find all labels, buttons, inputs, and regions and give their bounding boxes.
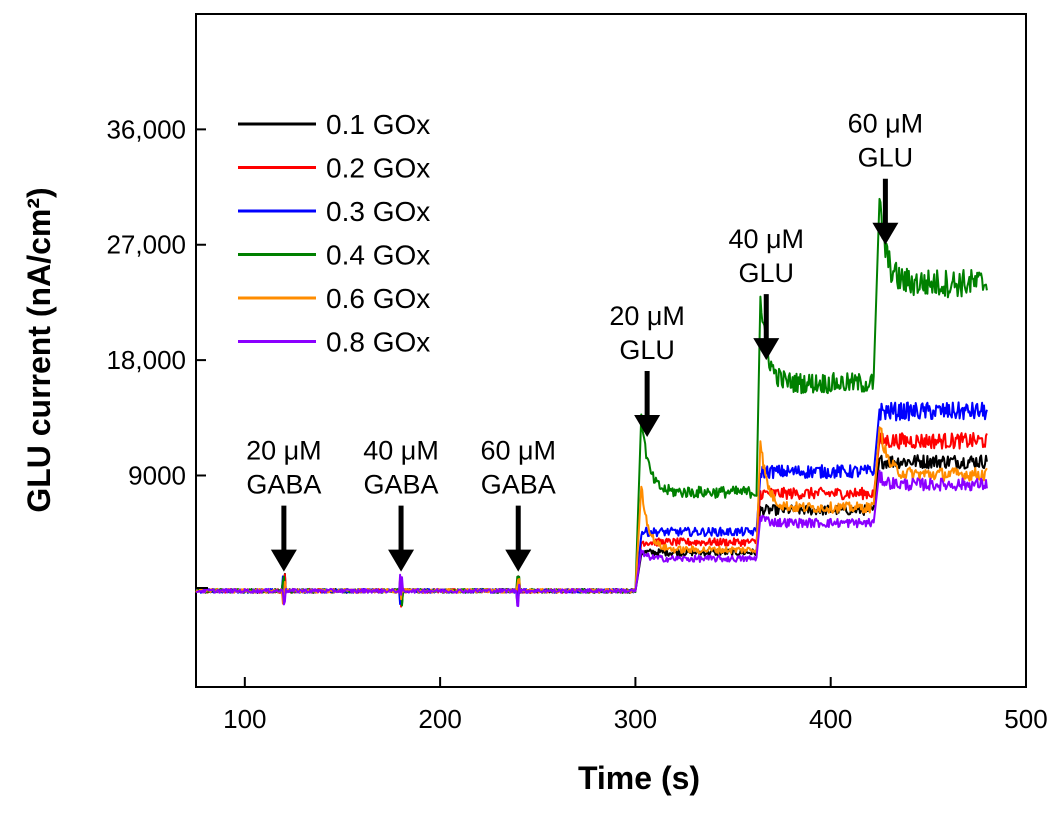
annotation-arrow-head (388, 549, 415, 572)
y-axis-title: GLU current (nA/cm²) (21, 187, 57, 512)
x-tick-label: 500 (1004, 704, 1047, 734)
legend-label: 0.6 GOx (326, 283, 430, 314)
x-tick-label: 300 (614, 704, 657, 734)
annotation-concentration: 60 μM (480, 436, 556, 466)
annotation-analyte: GABA (481, 470, 556, 500)
x-axis-ticks: 100 200 300 400 500 (223, 677, 1048, 734)
annotation-analyte: GABA (364, 470, 439, 500)
annotation-concentration: 60 μM (848, 109, 924, 139)
x-tick-label: 100 (223, 704, 266, 734)
annotation-analyte: GABA (246, 470, 321, 500)
annotation-analyte: GLU (858, 143, 914, 173)
y-tick-label: 9000 (128, 460, 186, 490)
series-traces (195, 197, 988, 608)
y-tick-label: 27,000 (106, 230, 186, 260)
annotation-arrow-head (872, 222, 899, 245)
series-line-0_4-GOx (195, 197, 988, 607)
legend-label: 0.2 GOx (326, 153, 430, 184)
annotation-arrow-head (505, 549, 532, 572)
x-axis-title: Time (s) (578, 760, 700, 796)
annotation-concentration: 20 μM (609, 301, 685, 331)
legend-label: 0.8 GOx (326, 327, 430, 358)
annotation-concentration: 20 μM (246, 436, 322, 466)
x-tick-label: 200 (418, 704, 461, 734)
annotation-concentration: 40 μM (728, 224, 804, 254)
annotations: 20 μM GABA 40 μM GABA 60 μM GABA 20 μM GLU 40 μM… (246, 109, 923, 572)
annotation-concentration: 40 μM (363, 436, 439, 466)
legend-label: 0.4 GOx (326, 240, 430, 271)
annotation-arrow-head (270, 549, 297, 572)
legend-label: 0.1 GOx (326, 109, 430, 140)
series-line-0_8-GOx (195, 469, 988, 608)
annotation-arrow-head (634, 415, 661, 438)
annotation-analyte: GLU (619, 335, 675, 365)
annotation-arrow-head (753, 338, 780, 361)
plot-area-frame (195, 13, 1027, 688)
legend-label: 0.3 GOx (326, 196, 430, 227)
legend: 0.1 GOx 0.2 GOx 0.3 GOx 0.4 GOx 0.6 GOx 0.8 G… (238, 109, 430, 358)
y-axis-ticks: 9000 18,000 27,000 36,000 (106, 114, 206, 490)
y-tick-label: 18,000 (106, 345, 186, 375)
x-tick-label: 400 (809, 704, 852, 734)
annotation-analyte: GLU (738, 258, 794, 288)
y-tick-label: 36,000 (106, 114, 186, 144)
